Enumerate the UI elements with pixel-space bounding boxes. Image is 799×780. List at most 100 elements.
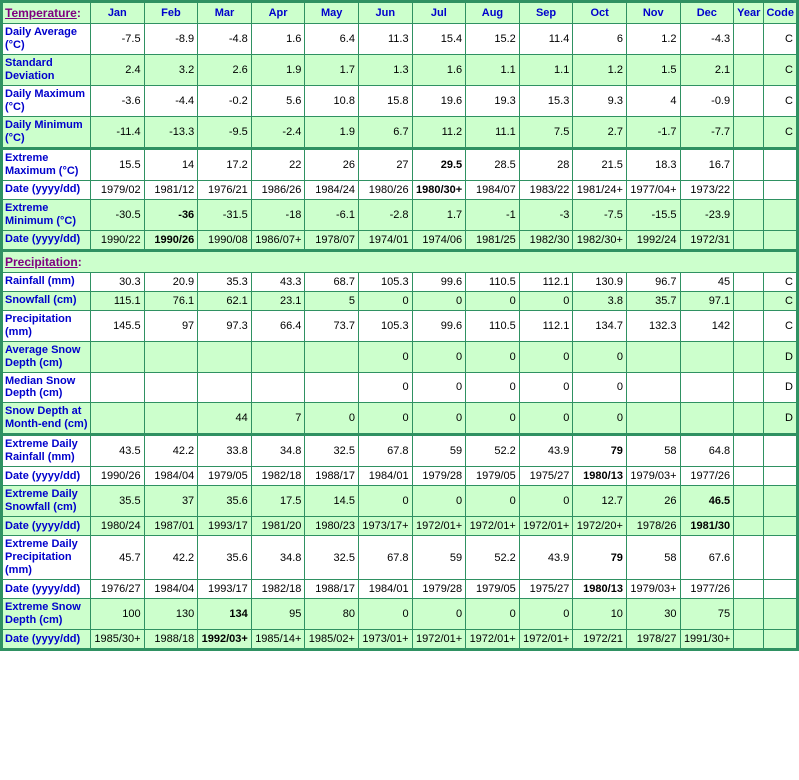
data-cell: 1981/30 (679, 516, 735, 537)
data-cell: 1993/17 (197, 516, 252, 537)
code-cell (763, 179, 798, 200)
data-cell: 1.7 (411, 198, 467, 231)
data-cell: 76.1 (143, 290, 199, 311)
data-cell: 105.3 (357, 309, 413, 342)
year-cell (733, 516, 765, 537)
table-row: Date (yyyy/dd) 1979/02 1981/12 1976/21 1986/… (1, 179, 798, 200)
data-cell: 1982/30 (518, 229, 574, 251)
code-cell: C (763, 309, 798, 342)
data-cell (90, 402, 145, 436)
table-row: Average Snow Depth (cm) 0 0 0 0 0 D (1, 340, 798, 373)
data-cell: 1981/12 (143, 179, 199, 200)
data-cell: 95 (250, 598, 306, 631)
data-cell: 33.8 (197, 433, 252, 468)
data-cell: 1.1 (465, 53, 520, 86)
data-cell: 15.5 (90, 146, 145, 181)
data-cell: 1985/14+ (250, 629, 306, 651)
data-cell: 115.1 (90, 290, 145, 311)
data-cell: 1974/01 (357, 229, 413, 251)
data-cell: 1975/27 (518, 466, 574, 487)
year-cell (733, 485, 765, 518)
data-cell: 67.8 (357, 433, 413, 468)
data-cell: 34.8 (250, 535, 306, 581)
data-cell (625, 371, 681, 404)
year-cell (733, 433, 765, 468)
data-cell: 0 (411, 598, 467, 631)
data-cell: 1.9 (304, 115, 359, 149)
code-cell (763, 466, 798, 487)
year-cell (733, 466, 765, 487)
data-cell: 100 (90, 598, 145, 631)
data-cell: -0.2 (197, 84, 252, 117)
data-cell (143, 371, 199, 404)
data-cell: 1978/26 (625, 516, 681, 537)
table-row: Extreme Daily Snowfall (cm) 35.5 37 35.6 17.… (1, 485, 798, 518)
data-cell: 7.5 (518, 115, 574, 149)
data-cell (197, 371, 252, 404)
data-cell: 45 (679, 271, 735, 292)
data-cell: 1984/24 (304, 179, 359, 200)
data-cell: 1983/22 (518, 179, 574, 200)
data-cell: 43.5 (90, 433, 145, 468)
data-cell: 64.8 (679, 433, 735, 468)
data-cell: -4.8 (197, 23, 252, 55)
data-cell (250, 340, 306, 373)
data-cell: -3.6 (90, 84, 145, 117)
data-cell: 1972/01+ (465, 629, 520, 651)
data-cell: 11.4 (518, 23, 574, 55)
data-cell: 1985/02+ (304, 629, 359, 651)
data-cell: 1.5 (625, 53, 681, 86)
data-cell: 0 (411, 371, 467, 404)
column-header-feb: Feb (143, 1, 199, 24)
precipitation-section-title[interactable]: Precipitation: (1, 248, 798, 273)
table-row: Extreme Snow Depth (cm) 100 130 134 95 80 0 0 0 0… (1, 598, 798, 631)
data-cell: 37 (143, 485, 199, 518)
year-cell (733, 309, 765, 342)
data-cell: 1985/30+ (90, 629, 145, 651)
data-cell: 130 (143, 598, 199, 631)
data-cell: 1991/30+ (679, 629, 735, 651)
data-cell: 7 (250, 402, 306, 436)
data-cell: 0 (465, 485, 520, 518)
data-cell (679, 402, 735, 436)
data-cell: 0 (518, 598, 574, 631)
data-cell: 28 (518, 146, 574, 181)
data-cell: -1 (465, 198, 520, 231)
row-label: Extreme Snow Depth (cm) (1, 598, 91, 631)
data-cell: 3.8 (572, 290, 627, 311)
code-cell: D (763, 371, 798, 404)
data-cell: 1984/01 (357, 466, 413, 487)
row-label: Snowfall (cm) (1, 290, 91, 311)
data-cell: 0 (465, 598, 520, 631)
data-cell: 1993/17 (197, 579, 252, 600)
data-cell: 1990/26 (90, 466, 145, 487)
column-header-may: May (304, 1, 359, 24)
data-cell: 1.9 (250, 53, 306, 86)
data-cell (679, 371, 735, 404)
data-cell: 1.1 (518, 53, 574, 86)
data-cell: 12.7 (572, 485, 627, 518)
data-cell: 1988/18 (143, 629, 199, 651)
data-cell: -9.5 (197, 115, 252, 149)
data-cell: 73.7 (304, 309, 359, 342)
temperature-section-title[interactable]: Temperature: (1, 1, 91, 24)
row-label: Rainfall (mm) (1, 271, 91, 292)
data-cell (625, 402, 681, 436)
data-cell: 18.3 (625, 146, 681, 181)
row-label: Date (yyyy/dd) (1, 516, 91, 537)
data-cell: 35.6 (197, 485, 252, 518)
data-cell (90, 340, 145, 373)
data-cell: 43.9 (518, 433, 574, 468)
table-row: Extreme Daily Rainfall (mm) 43.5 42.2 33.8 3… (1, 433, 798, 468)
table-row: Rainfall (mm) 30.3 20.9 35.3 43.3 68.7 105.3 99… (1, 271, 798, 292)
data-cell: -3 (518, 198, 574, 231)
data-cell: 1972/01+ (518, 516, 574, 537)
data-cell: 0 (357, 402, 413, 436)
data-cell: 1980/23 (304, 516, 359, 537)
data-cell: 15.3 (518, 84, 574, 117)
data-cell: -36 (143, 198, 199, 231)
data-cell: 0 (411, 402, 467, 436)
year-cell (733, 629, 765, 651)
data-cell: 1979/05 (197, 466, 252, 487)
data-cell (90, 371, 145, 404)
